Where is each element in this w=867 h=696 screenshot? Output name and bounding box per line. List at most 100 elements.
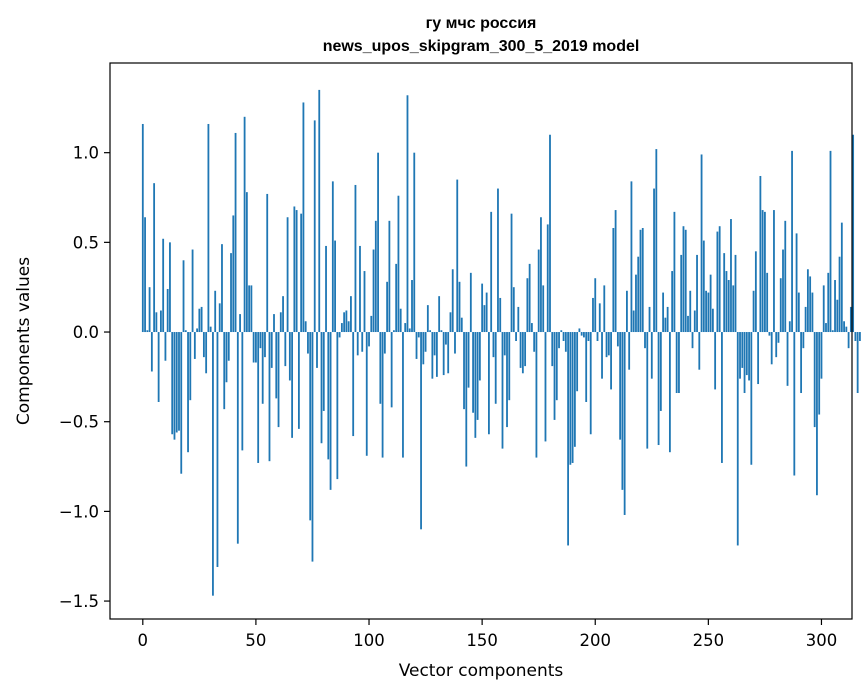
bar-220 xyxy=(639,229,642,333)
bar-241 xyxy=(687,315,689,333)
bar-74 xyxy=(309,332,312,521)
bar-1 xyxy=(144,217,146,333)
bar-305 xyxy=(831,330,834,333)
bar-300 xyxy=(820,332,823,379)
bar-306 xyxy=(834,280,836,333)
bar-209 xyxy=(614,210,617,333)
bar-109 xyxy=(388,220,391,333)
bar-87 xyxy=(338,332,341,338)
bar-171 xyxy=(528,263,531,333)
bar-205 xyxy=(605,332,608,358)
bar-213 xyxy=(623,332,626,515)
bar-61 xyxy=(279,312,282,333)
bar-106 xyxy=(381,332,384,458)
bar-283 xyxy=(782,249,784,333)
bar-97 xyxy=(361,332,364,352)
bar-28 xyxy=(205,332,208,374)
bar-111 xyxy=(393,330,395,333)
bar-296 xyxy=(811,292,814,333)
bar-236 xyxy=(675,332,678,394)
bar-273 xyxy=(759,175,762,333)
bar-147 xyxy=(474,332,477,438)
bar-21 xyxy=(189,332,192,401)
bar-79 xyxy=(320,332,323,444)
bar-15 xyxy=(175,332,178,433)
bar-17 xyxy=(180,332,183,474)
bar-47 xyxy=(248,285,251,333)
bar-12 xyxy=(169,242,171,333)
bar-292 xyxy=(802,332,805,349)
bar-175 xyxy=(537,249,540,333)
bar-136 xyxy=(449,312,452,333)
bar-198 xyxy=(589,332,592,435)
bar-173 xyxy=(533,332,536,352)
bar-66 xyxy=(291,332,294,438)
bar-129 xyxy=(433,332,436,356)
bar-35 xyxy=(221,244,223,333)
bar-187 xyxy=(564,332,567,352)
bar-311 xyxy=(845,326,848,333)
bar-264 xyxy=(739,332,741,379)
bar-51 xyxy=(257,332,260,463)
bar-317 xyxy=(859,332,861,341)
bar-176 xyxy=(540,217,542,333)
bar-212 xyxy=(621,332,624,490)
bar-214 xyxy=(626,290,628,333)
bar-215 xyxy=(628,332,631,370)
bar-41 xyxy=(234,132,237,333)
bar-144 xyxy=(467,332,470,388)
bar-234 xyxy=(671,271,674,333)
bar-52 xyxy=(259,332,262,349)
bar-166 xyxy=(517,306,520,333)
bar-164 xyxy=(512,287,515,333)
bar-233 xyxy=(668,332,671,453)
bar-103 xyxy=(374,220,377,333)
bar-231 xyxy=(664,317,667,333)
bar-184 xyxy=(558,332,560,349)
bar-239 xyxy=(682,226,685,333)
bar-110 xyxy=(390,332,393,408)
bar-134 xyxy=(445,332,447,345)
bar-53 xyxy=(261,332,264,404)
y-tick-label-4: −1.0 xyxy=(59,502,99,521)
bar-268 xyxy=(748,332,750,381)
bar-207 xyxy=(610,332,612,390)
bar-78 xyxy=(318,89,321,333)
x-tick-label-6: 300 xyxy=(806,631,838,650)
bar-160 xyxy=(503,332,506,356)
bar-258 xyxy=(725,271,728,333)
bar-297 xyxy=(813,332,816,428)
bar-308 xyxy=(838,256,841,333)
bar-141 xyxy=(460,317,463,333)
bar-316 xyxy=(856,332,859,394)
bar-202 xyxy=(598,303,601,333)
bar-86 xyxy=(336,332,339,480)
bar-119 xyxy=(411,280,413,333)
plot-frame xyxy=(109,62,853,620)
bar-256 xyxy=(721,332,723,463)
bar-6 xyxy=(155,312,158,333)
bar-265 xyxy=(741,332,744,368)
bar-299 xyxy=(818,332,821,415)
bar-206 xyxy=(607,332,610,356)
bar-247 xyxy=(700,154,703,333)
bar-281 xyxy=(777,332,780,343)
bar-170 xyxy=(526,278,529,333)
bar-13 xyxy=(171,332,174,435)
bar-201 xyxy=(596,332,599,341)
bar-16 xyxy=(178,332,180,431)
x-tick-label-3: 150 xyxy=(466,631,498,650)
bar-84 xyxy=(331,181,334,333)
bar-303 xyxy=(827,272,830,333)
bar-218 xyxy=(635,274,637,333)
bar-157 xyxy=(497,188,499,333)
y-tick-label-5: −1.5 xyxy=(59,592,99,611)
bar-24 xyxy=(196,328,198,333)
bar-219 xyxy=(637,256,640,333)
bar-261 xyxy=(732,285,735,333)
bar-42 xyxy=(236,332,239,544)
bar-44 xyxy=(241,332,244,451)
bar-269 xyxy=(750,332,753,465)
bar-3 xyxy=(148,287,151,333)
